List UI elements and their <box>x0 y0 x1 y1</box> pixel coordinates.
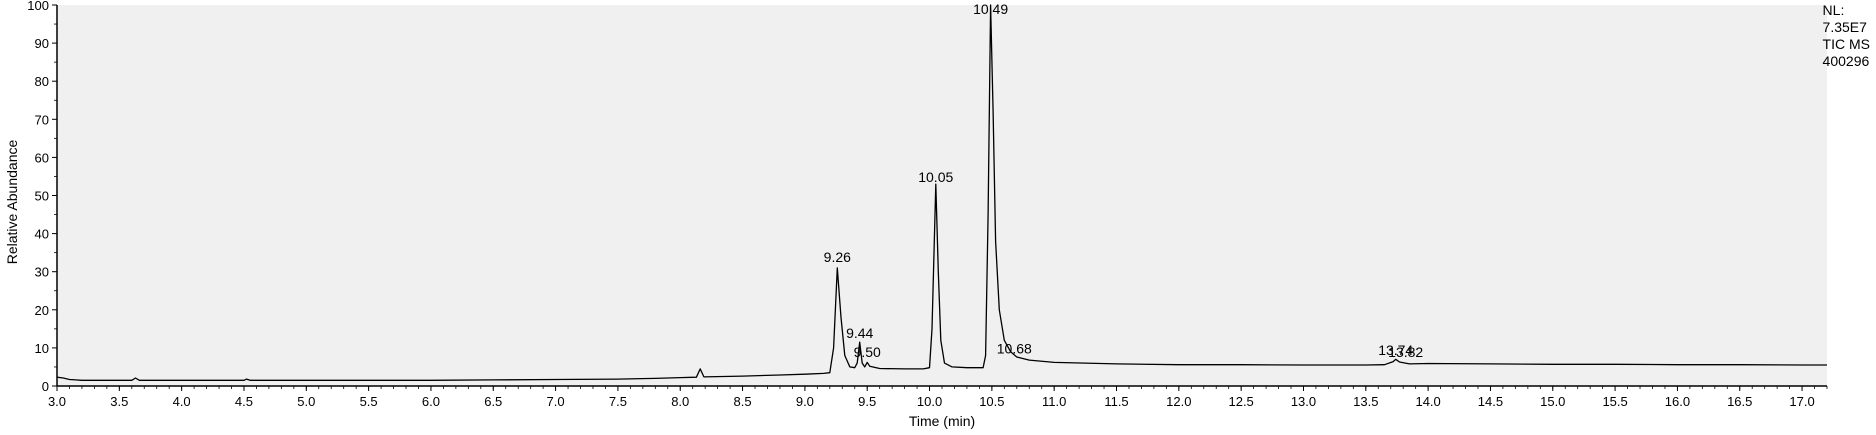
x-tick-label: 5.5 <box>360 394 378 409</box>
x-tick-label: 16.5 <box>1727 394 1752 409</box>
x-axis-ticks: 3.0 3.5 4.0 4.5 5.0 5.5 6.0 6.5 7.0 7.5 8.0 8.5 9.0 9… <box>48 386 1828 409</box>
y-axis-label: Relative Abundance <box>4 140 20 265</box>
y-tick-label: 10 <box>35 341 49 356</box>
x-tick-label: 5.0 <box>297 394 315 409</box>
x-tick-label: 8.0 <box>671 394 689 409</box>
y-axis-ticks: 0 10 20 30 40 50 60 70 80 90 100 <box>27 0 57 394</box>
x-tick-label: 3.5 <box>110 394 128 409</box>
trace-layer <box>56 4 1827 381</box>
trace-info: NL: 7.35E7 TIC MS 400296 <box>1823 2 1870 70</box>
peak-label: 9.26 <box>824 249 851 265</box>
y-tick-label: 20 <box>35 303 49 318</box>
x-tick-label: 6.5 <box>484 394 502 409</box>
x-tick-label: 7.0 <box>547 394 565 409</box>
nl-value: 7.35E7 <box>1822 19 1867 35</box>
x-tick-label: 12.5 <box>1228 394 1253 409</box>
x-tick-label: 9.5 <box>858 394 876 409</box>
x-tick-label: 3.0 <box>48 394 66 409</box>
peak-label: 10.49 <box>973 1 1008 17</box>
y-tick-label: 70 <box>35 112 49 127</box>
plot-area-background <box>57 5 1827 386</box>
peak-label: 9.50 <box>854 344 881 360</box>
x-tick-label: 4.5 <box>235 394 253 409</box>
y-tick-label: 60 <box>35 150 49 165</box>
trace-line-0 <box>56 4 1827 381</box>
peak-label: 13.74 <box>1378 342 1413 358</box>
x-tick-label: 13.5 <box>1353 394 1378 409</box>
x-tick-label: 12.0 <box>1166 394 1191 409</box>
y-tick-label: 30 <box>35 265 49 280</box>
x-axis-label: Time (min) <box>909 413 975 429</box>
y-tick-label: 40 <box>35 227 49 242</box>
x-tick-label: 16.0 <box>1665 394 1690 409</box>
x-tick-label: 10.5 <box>979 394 1004 409</box>
x-tick-label: 9.0 <box>796 394 814 409</box>
peak-label: 10.68 <box>997 340 1032 356</box>
y-tick-label: 90 <box>35 36 49 51</box>
x-tick-label: 14.5 <box>1478 394 1503 409</box>
x-tick-label: 13.0 <box>1291 394 1316 409</box>
x-tick-label: 10.0 <box>917 394 942 409</box>
x-tick-label: 4.0 <box>173 394 191 409</box>
y-tick-label: 0 <box>42 379 49 394</box>
x-tick-label: 15.5 <box>1602 394 1627 409</box>
trace-label: TIC MS <box>1822 36 1870 52</box>
sample-id: 400296 <box>1822 53 1870 69</box>
x-tick-label: 14.0 <box>1415 394 1440 409</box>
x-tick-label: 15.0 <box>1540 394 1565 409</box>
x-tick-label: 8.5 <box>734 394 752 409</box>
x-tick-label: 11.5 <box>1104 394 1128 409</box>
peak-label: 10.05 <box>918 169 953 185</box>
x-tick-label: 17.0 <box>1789 394 1814 409</box>
peak-label: 13.82 <box>1388 344 1423 360</box>
y-tick-label: 50 <box>35 189 49 204</box>
x-tick-label: 11.0 <box>1042 394 1066 409</box>
x-tick-label: 7.5 <box>609 394 627 409</box>
peak-label: 9.44 <box>846 325 873 341</box>
nl-label: NL: <box>1822 2 1845 18</box>
y-tick-label: 80 <box>35 74 49 89</box>
x-tick-label: 6.0 <box>422 394 440 409</box>
y-tick-label: 100 <box>27 0 49 13</box>
